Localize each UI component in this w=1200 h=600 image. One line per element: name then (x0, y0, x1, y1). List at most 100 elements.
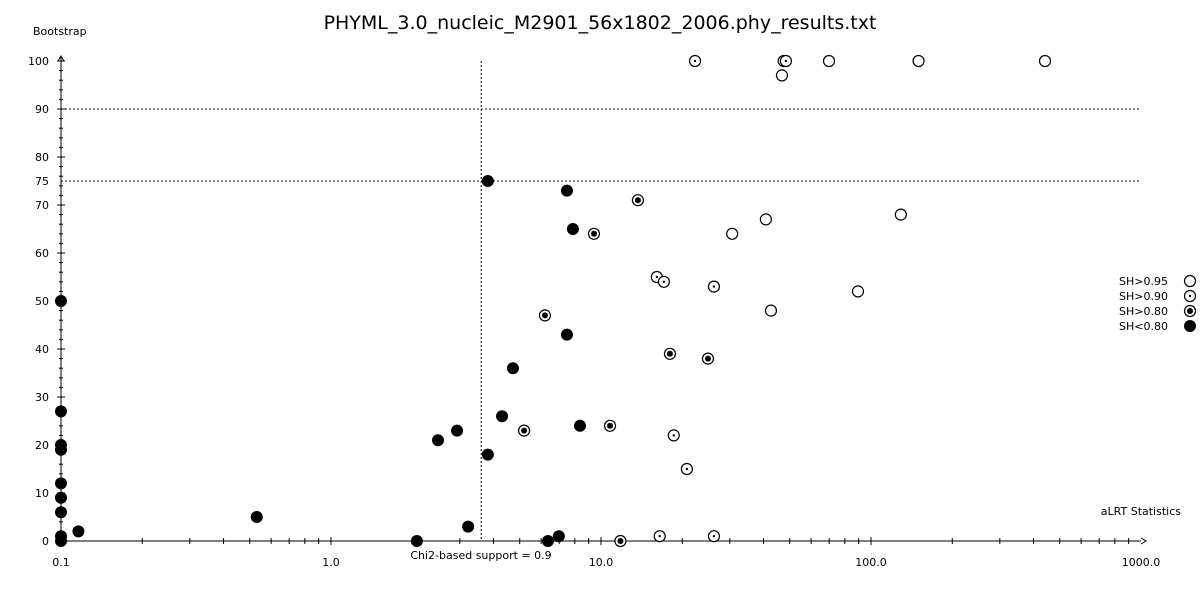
marker-ring (1038, 54, 1052, 68)
marker-center (1187, 308, 1193, 314)
data-point-filled-circle (573, 419, 586, 432)
marker-ring (822, 54, 836, 68)
marker-dot (662, 280, 666, 283)
marker-dot (1188, 294, 1192, 298)
data-point-circle-with-dot (653, 530, 666, 543)
marker-filled (55, 405, 67, 418)
marker-filled (541, 535, 554, 547)
chi2-support-label: Chi2-based support = 0.9 (410, 549, 551, 562)
data-point-filled-circle (451, 424, 464, 437)
data-point-bullseye (631, 194, 645, 207)
x-axis-label: aLRT Statistics (1101, 505, 1181, 518)
marker-dot (685, 467, 689, 471)
data-point-circle-with-dot (779, 54, 793, 68)
x-tick-label: 0.1 (52, 556, 70, 569)
data-point-filled-circle (431, 434, 444, 447)
marker-ring (851, 285, 865, 298)
marker-filled (560, 184, 573, 197)
data-point-open-circle (822, 54, 836, 68)
data-point-filled-circle (481, 175, 494, 187)
y-tick-label: 20 (35, 439, 49, 452)
x-tick-label: 10.0 (589, 556, 614, 569)
data-point-open-circle (851, 285, 865, 298)
marker-dot (784, 59, 788, 63)
data-point-open-circle (912, 54, 925, 68)
data-point-bullseye (614, 534, 627, 548)
marker-center (541, 312, 548, 319)
x-tick-label: 100.0 (855, 556, 887, 569)
axes: 0 10 20 30 40 50 60 70 75 80 90 100 0.1 1.0 10.0 100.0 1… (28, 55, 1160, 569)
data-point-filled-circle (55, 477, 67, 490)
marker-filled (55, 506, 67, 519)
marker-ring (1183, 274, 1197, 288)
marker-filled (451, 424, 464, 437)
marker-filled (573, 419, 586, 432)
marker-ring (775, 69, 789, 82)
data-point-filled-circle (496, 410, 509, 423)
data-point-filled-circle (250, 511, 263, 523)
marker-filled (410, 535, 423, 547)
marker-center (521, 427, 528, 434)
legend-label: SH<0.80 (1119, 320, 1168, 333)
data-point-open-circle (764, 304, 778, 317)
data-point-filled-circle (55, 535, 67, 547)
data-point-circle-with-dot (707, 530, 721, 543)
marker-center (634, 197, 641, 204)
marker-filled (481, 448, 494, 461)
y-tick-label: 60 (35, 247, 49, 260)
marker-ring (764, 304, 778, 317)
chart-title: PHYML_3.0_nucleic_M2901_56x1802_2006.phy… (324, 12, 877, 34)
data-point-open-circle (759, 213, 772, 226)
data-point-circle-with-dot (667, 429, 680, 442)
marker-center (666, 350, 673, 357)
data-point-open-circle (894, 208, 907, 221)
data-point-filled-circle (55, 405, 67, 418)
data-point-open-circle (1038, 54, 1052, 68)
marker-filled (496, 410, 509, 423)
marker-filled (462, 520, 475, 533)
marker-filled (566, 223, 579, 235)
data-point-filled-circle (481, 448, 494, 461)
marker-filled (481, 175, 494, 187)
y-axis-label: Bootstrap (33, 25, 87, 38)
marker-filled (72, 525, 85, 538)
marker-dot (672, 434, 675, 437)
data-point-bullseye (663, 347, 677, 360)
data-point-filled-circle (55, 506, 67, 519)
data-point-filled-circle (72, 525, 85, 538)
x-axis-arrow (1140, 537, 1147, 545)
y-tick-label: 10 (35, 487, 49, 500)
marker-filled (55, 477, 67, 490)
legend-marker-filled-circle (1184, 320, 1196, 332)
data-point-filled-circle (55, 295, 67, 307)
marker-filled (250, 511, 263, 523)
marker-center (607, 422, 614, 429)
legend-label: SH>0.80 (1119, 305, 1168, 318)
data-point-filled-circle (560, 184, 573, 197)
data-point-filled-circle (566, 223, 579, 235)
legend-label: SH>0.90 (1119, 290, 1168, 303)
data-point-filled-circle (506, 362, 519, 375)
y-tick-label: 80 (35, 151, 49, 164)
data-point-filled-circle (462, 520, 475, 533)
data-point-filled-circle (55, 491, 67, 504)
legend: SH>0.95 SH>0.90 SH>0.80 SH<0.80 (1119, 274, 1197, 333)
y-axis-arrow (57, 55, 65, 62)
x-tick-label: 1.0 (322, 556, 340, 569)
marker-center (704, 355, 711, 362)
marker-dot (693, 59, 697, 63)
y-tick-label: 50 (35, 295, 49, 308)
data-point-filled-circle (410, 535, 423, 547)
data-point-bullseye (538, 309, 552, 322)
legend-marker-circle-with-dot (1183, 289, 1197, 303)
marker-ring (726, 227, 739, 240)
data-point-open-circle (775, 69, 789, 82)
data-point-bullseye (701, 352, 715, 365)
y-tick-label: 100 (28, 55, 49, 68)
x-tick-label: 1000.0 (1122, 556, 1161, 569)
marker-filled (506, 362, 519, 375)
data-point-open-circle (726, 227, 739, 240)
marker-dot (712, 285, 716, 288)
marker-filled (1184, 320, 1196, 332)
